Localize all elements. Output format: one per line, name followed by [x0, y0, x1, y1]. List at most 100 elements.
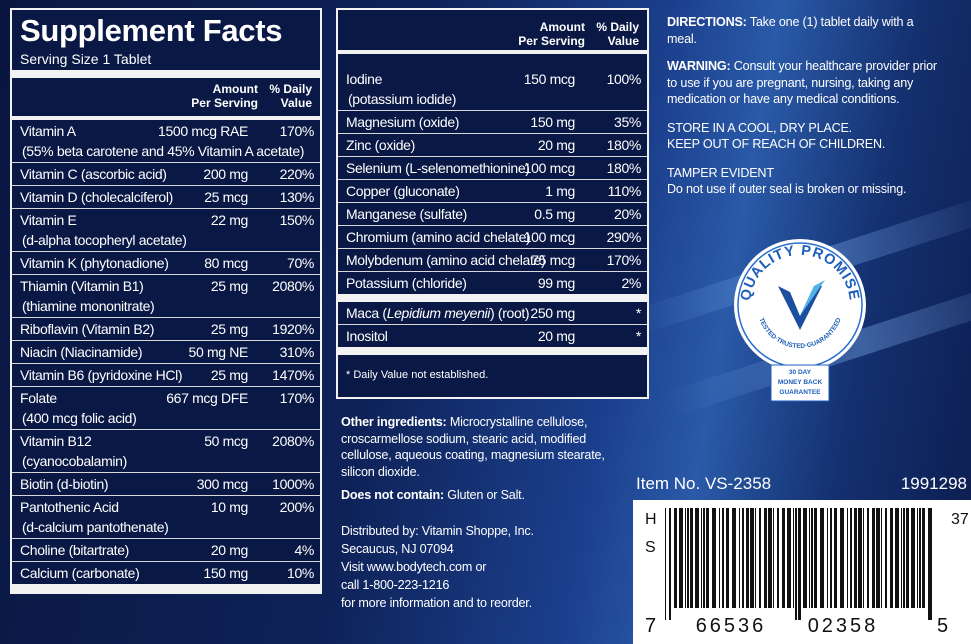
amount: 0.5 mg — [534, 206, 575, 222]
nutrient-name: Niacin (Niacinamide) — [20, 344, 143, 360]
barcode-bar — [820, 508, 824, 608]
distributor-line: Secaucus, NJ 07094 — [341, 541, 454, 556]
daily-value: 310% — [279, 344, 315, 360]
guarantee-line: MONEY BACK — [778, 379, 823, 386]
label: WARNING: — [667, 59, 731, 73]
amount: 25 mg — [210, 367, 249, 383]
guarantee-box — [770, 364, 830, 402]
row-line: Riboflavin (Vitamin B2) 25 mg 1920% — [20, 319, 314, 339]
column-header: Amount Per Serving % Daily Value — [12, 78, 320, 120]
row-group: Iodine 150 mcg 100% (potassium iodide) Magne… — [338, 68, 647, 302]
fact-row: Zinc (oxide) 20 mg 180% — [338, 133, 647, 156]
amount: 667 mcg DFE — [166, 390, 248, 406]
amount: 250 mg — [530, 305, 575, 321]
spacer — [338, 54, 647, 68]
daily-value: 170% — [606, 252, 642, 268]
daily-value: 1920% — [272, 321, 314, 337]
nutrient-name: Vitamin B12 — [20, 433, 92, 449]
daily-value: 110% — [607, 183, 642, 199]
ingredients-block: Other ingredients: Microcrystalline cell… — [341, 414, 636, 619]
nutrient-name: Riboflavin (Vitamin B2) — [20, 321, 155, 337]
barcode-bar — [746, 508, 749, 608]
dv-header: % Daily Value — [596, 20, 639, 48]
distributor-line: call 1-800-223-1216 — [341, 577, 450, 592]
barcode-bar — [895, 508, 899, 608]
daily-value: 220% — [279, 166, 315, 182]
fact-row: Magnesium (oxide) 150 mg 35% — [338, 110, 647, 133]
fact-row: Pantothenic Acid 10 mg 200% (d-calcium pant… — [12, 495, 320, 538]
barcode-bar — [922, 508, 925, 608]
amount: 1500 mcg RAE — [158, 123, 248, 139]
serving-size: Serving Size 1 Tablet — [12, 49, 320, 78]
barcode-bar — [809, 508, 810, 608]
label: Other ingredients: — [341, 415, 447, 429]
fact-row: Vitamin E 22 mg 150% (d-alpha tocopheryl ac… — [12, 208, 320, 251]
nutrient-name: Pantothenic Acid — [20, 499, 119, 515]
row-group: Maca (Lepidium meyenii) (root) 250 mg * Ino… — [338, 302, 647, 355]
barcode-bar — [854, 508, 857, 608]
nutrient-name: Molybdenum (amino acid chelate) — [346, 252, 546, 268]
barcode-bar — [669, 508, 671, 620]
barcode-digit: 7 — [645, 615, 656, 637]
row-line: Niacin (Niacinamide) 50 mg NE 310% — [20, 342, 314, 362]
label: Does not contain: — [341, 488, 444, 502]
fact-row: Vitamin C (ascorbic acid) 200 mg 220% — [12, 162, 320, 185]
facts-rows: Vitamin A 1500 mcg RAE 170% (55% beta carot… — [12, 120, 320, 592]
nutrient-name: Maca ( — [346, 305, 387, 321]
barcode-bar — [732, 508, 736, 608]
daily-value: 200% — [279, 499, 315, 515]
guarantee-line: 30 DAY — [789, 369, 812, 376]
row-line: Iodine 150 mcg 100% — [346, 69, 641, 89]
row-line: Chromium (amino acid chelate) 100 mcg 290% — [346, 227, 641, 247]
nutrient-name: Thiamin (Vitamin B1) — [20, 278, 144, 294]
row-line: Potassium (chloride) 99 mg 2% — [346, 273, 641, 293]
daily-value: 150% — [279, 212, 315, 228]
amount: 100 mcg — [523, 160, 576, 176]
fact-row: Molybdenum (amino acid chelate) 75 mcg 170… — [338, 248, 647, 271]
nutrient-note: (d-calcium pantothenate) — [22, 519, 169, 535]
text: Gluten or Salt. — [447, 488, 525, 502]
barcode: H S 37 7 66536 02358 5 — [645, 508, 969, 637]
nutrient-note: (thiamine mononitrate) — [22, 298, 155, 314]
barcode-bar — [830, 508, 832, 608]
row-line: Folate 667 mcg DFE 170% — [20, 388, 314, 408]
fact-row: Vitamin B12 50 mcg 2080% (cyanocobalamin) — [12, 429, 320, 472]
fact-row: Niacin (Niacinamide) 50 mg NE 310% — [12, 340, 320, 363]
barcode-bar — [795, 508, 797, 620]
daily-value: 35% — [614, 114, 641, 130]
fact-row: Folate 667 mcg DFE 170% (400 mcg folic acid… — [12, 386, 320, 429]
fact-row: Copper (gluconate) 1 mg 110% — [338, 179, 647, 202]
distributor-line: Visit www.bodytech.com or — [341, 559, 487, 574]
text: KEEP OUT OF REACH OF CHILDREN. — [667, 137, 886, 151]
barcode-text: H — [645, 511, 657, 528]
row-line: Pantothenic Acid 10 mg 200% — [20, 497, 314, 517]
row-line: Manganese (sulfate) 0.5 mg 20% — [346, 204, 641, 224]
barcode-bar — [919, 508, 921, 608]
column-header: Amount Per Serving % Daily Value — [338, 10, 647, 54]
barcode-bar — [679, 508, 683, 608]
text: TAMPER EVIDENT — [667, 165, 774, 180]
footnote: * Daily Value not established. — [346, 369, 489, 381]
fact-row: Selenium (L-selenomethionine) 100 mcg 180% — [338, 156, 647, 179]
barcode-bar — [695, 508, 699, 608]
barcode-bar — [787, 508, 791, 608]
amount: 150 mcg — [523, 71, 576, 87]
amount: 20 mg — [210, 542, 249, 558]
barcode-bar — [719, 508, 720, 608]
nutrient-name: Selenium (L-selenomethionine) — [346, 160, 530, 176]
amount: 10 mg — [210, 499, 249, 515]
amount: 20 mg — [537, 137, 576, 153]
row-line: Zinc (oxide) 20 mg 180% — [346, 135, 641, 155]
daily-value: 170% — [279, 390, 315, 406]
amount: 22 mg — [210, 212, 249, 228]
nutrient-name: Magnesium (oxide) — [346, 114, 460, 130]
daily-value: 70% — [287, 255, 314, 271]
daily-value: 290% — [606, 229, 642, 245]
header-line: Amount — [539, 20, 585, 34]
row-line: Thiamin (Vitamin B1) 25 mg 2080% — [20, 276, 314, 296]
amount: 100 mcg — [523, 229, 576, 245]
badge-v-accent — [800, 280, 825, 316]
amount: 25 mcg — [204, 189, 248, 205]
amount: 25 mg — [210, 321, 249, 337]
amount: 50 mg NE — [188, 344, 249, 360]
